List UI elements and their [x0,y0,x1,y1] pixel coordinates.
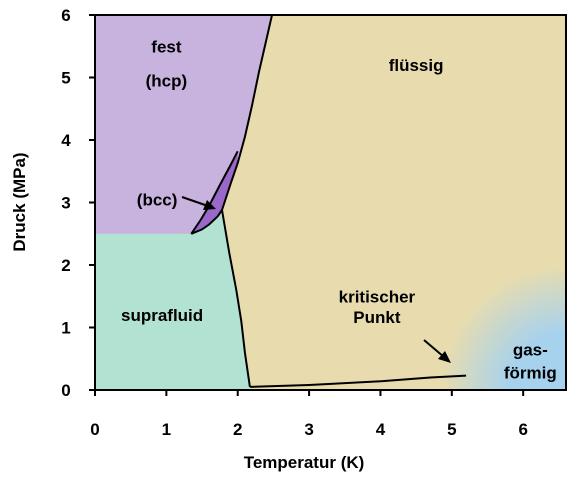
y-tick-label: 4 [61,131,71,150]
region-label-fest-l2: (hcp) [146,72,188,91]
x-tick-label: 5 [447,420,456,439]
vaporization-curve [249,374,467,388]
x-tick-label: 1 [162,420,171,439]
y-tick-label: 0 [61,381,70,400]
superfluid-region [95,210,250,390]
x-axis-title: Temperatur (K) [244,453,365,472]
hcp-superfluid-boundary [190,209,223,235]
x-tick-label: 0 [90,420,99,439]
region-label-suprafluid: suprafluid [121,306,203,325]
bcc-arrow-head [203,200,216,210]
bcc-solid-region [191,151,238,234]
critical-point-arrow-line [423,339,445,358]
y-axis-title: Druck (MPa) [10,152,29,251]
annotation-arrows [181,196,451,363]
bcc-arrow-line [181,196,209,207]
axis-ticks: 0 1 2 3 4 5 6 0 1 2 3 4 5 6 [61,6,528,439]
y-tick-label: 1 [61,319,70,338]
region-label-fest-l1: fest [151,37,182,56]
region-label-kritisch-l1: kritischer [339,287,416,306]
region-labels: fest (hcp) flüssig (bcc) suprafluid kritische… [121,37,557,382]
x-tick-label: 3 [304,420,313,439]
y-tick-label: 3 [61,194,70,213]
melting-curve [221,15,273,211]
region-label-gas-l1: gas- [513,340,548,359]
x-tick-label: 2 [233,420,242,439]
region-label-bcc: (bcc) [137,190,178,209]
region-label-gas-l2: förmig [504,364,557,383]
x-tick-label: 4 [376,420,386,439]
critical-point-arrow-head [438,351,451,363]
hcp-bcc-boundary [190,150,239,235]
x-tick-label: 6 [518,420,527,439]
region-label-flussig: flüssig [389,56,444,75]
region-label-kritisch-l2: Punkt [353,308,401,327]
y-tick-label: 5 [61,69,70,88]
y-tick-label: 2 [61,256,70,275]
y-tick-label: 6 [61,6,70,25]
lambda-line [221,209,251,388]
